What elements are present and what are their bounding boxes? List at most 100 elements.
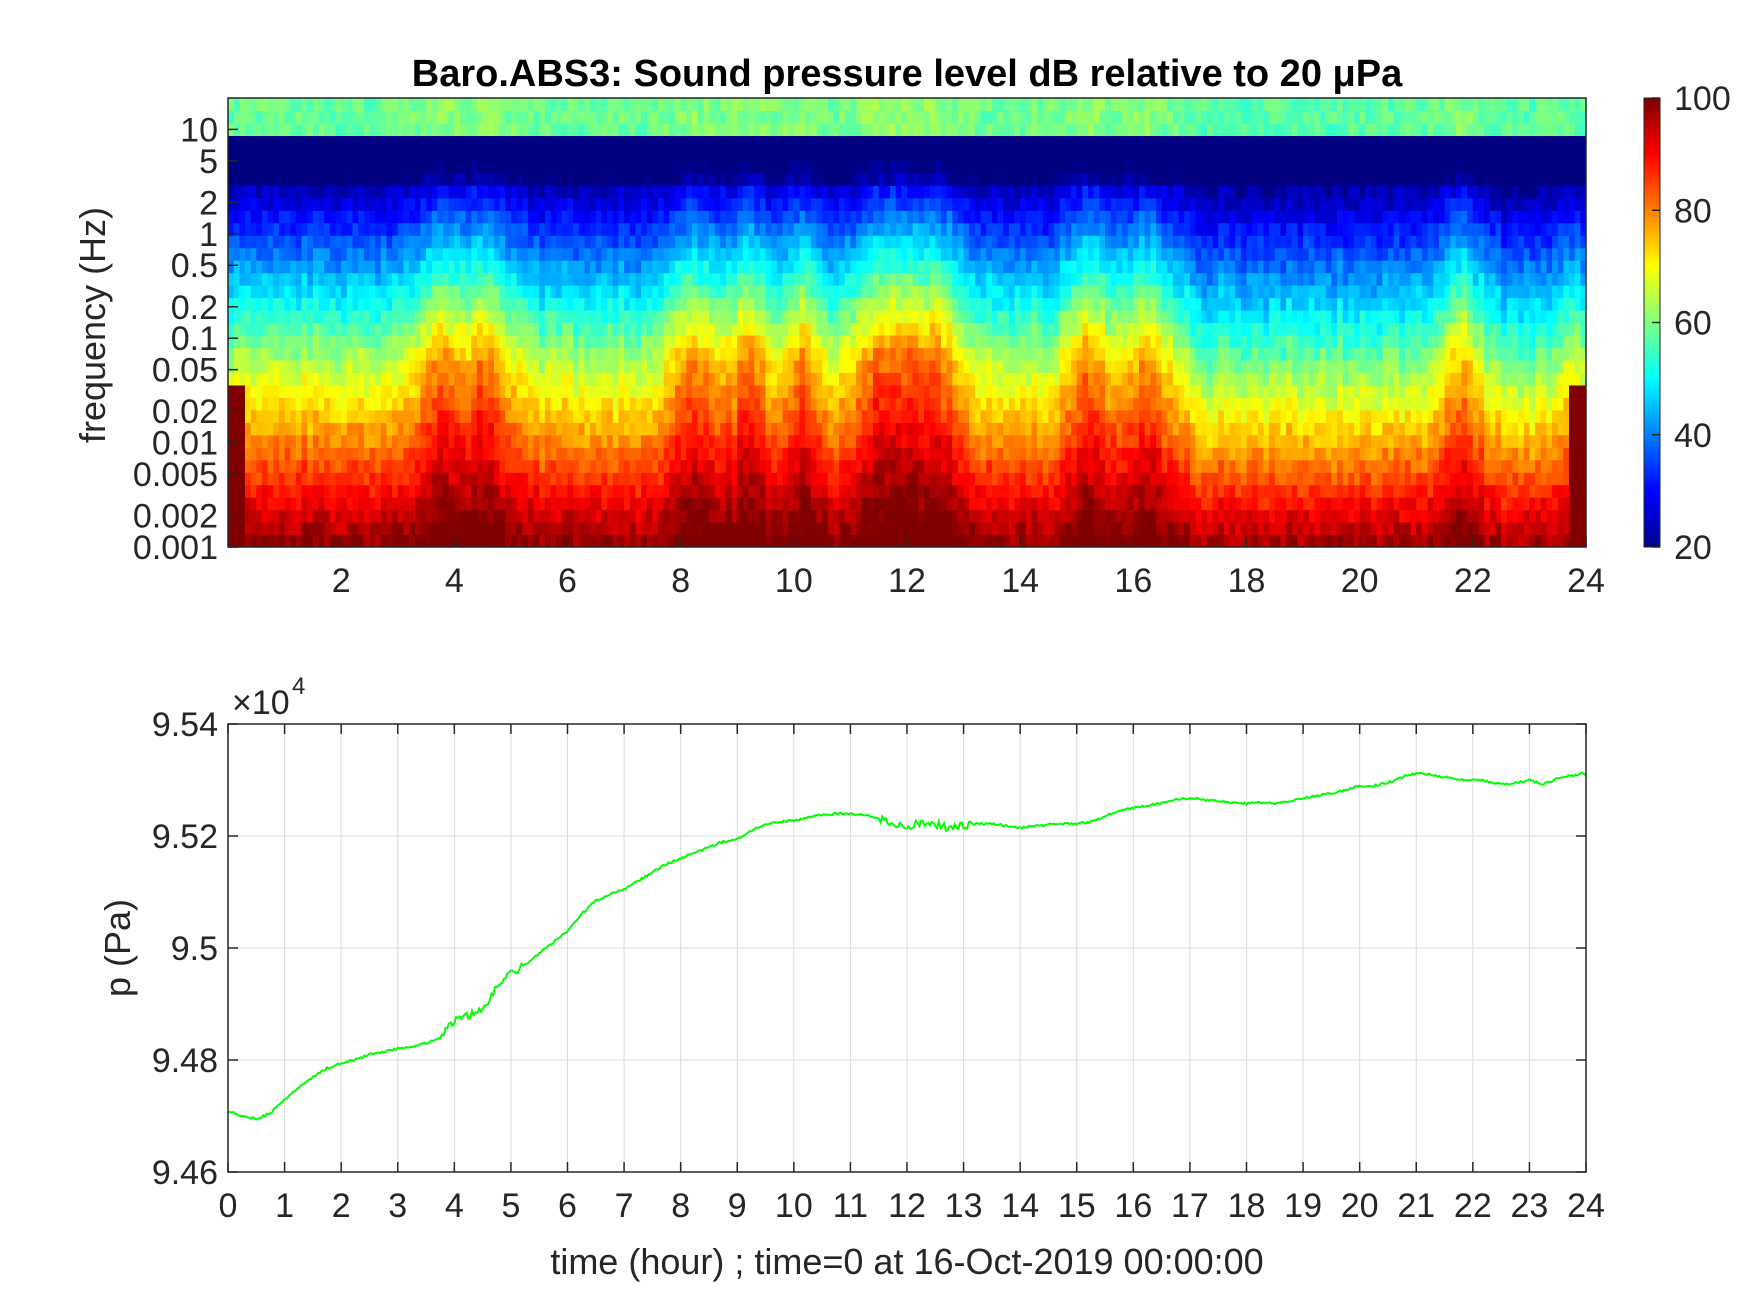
spectrogram-cell <box>312 434 320 448</box>
spectrogram-cell <box>499 447 506 461</box>
spectrogram-cell <box>516 197 523 211</box>
spectrogram-cell <box>697 359 704 373</box>
spectrogram-cell <box>844 422 852 436</box>
spectrogram-cell <box>940 522 948 536</box>
spectrogram-cell <box>861 372 868 386</box>
spectrogram-cell <box>318 459 325 473</box>
spectrogram-cell <box>708 122 716 137</box>
spectrogram-cell <box>663 397 670 411</box>
spectrogram-cell <box>233 334 240 349</box>
spectrogram-cell <box>759 260 767 274</box>
spectrogram-cell <box>471 135 478 149</box>
spectrogram-cell <box>624 434 631 448</box>
spectrogram-cell <box>969 372 976 386</box>
spectrogram-cell <box>346 122 354 137</box>
spectrogram-cell <box>284 509 291 523</box>
spectrogram-cell <box>867 447 874 461</box>
spectrogram-cell <box>658 434 665 448</box>
spectrogram-cell <box>556 172 563 186</box>
spectrogram-cell <box>358 210 365 224</box>
spectrogram-cell <box>986 260 993 274</box>
spectrogram-cell <box>335 160 342 174</box>
spectrogram-cell <box>228 397 235 411</box>
spectrogram-cell <box>278 459 286 473</box>
spectrogram-cell <box>765 210 772 224</box>
spectrogram-cell <box>448 472 455 486</box>
spectrogram-cell <box>980 235 987 249</box>
spectrogram-cell <box>290 409 297 423</box>
spectrogram-cell <box>884 210 891 224</box>
spectrogram-cell <box>782 359 789 373</box>
spectrogram-cell <box>556 160 563 174</box>
spectrogram-cell <box>375 459 382 473</box>
spectrogram-cell <box>957 397 965 411</box>
spectrogram-cell <box>454 372 461 386</box>
spectrogram-cell <box>675 347 682 361</box>
spectrogram-cell <box>437 247 444 261</box>
spectrogram-cell <box>952 272 959 286</box>
spectrogram-cell <box>895 472 902 486</box>
spectrogram-cell <box>278 434 286 448</box>
spectrogram-cell <box>612 235 620 249</box>
spectrogram-cell <box>844 534 852 547</box>
spectrogram-cell <box>488 160 495 174</box>
spectrogram-cell <box>912 147 919 161</box>
spectrogram-cell <box>409 297 416 311</box>
spectrogram-cell <box>612 122 620 137</box>
spectrogram-cell <box>539 472 546 486</box>
spectrogram-cell <box>918 185 925 199</box>
spectrogram-cell <box>669 260 676 274</box>
spectrogram-cell <box>273 272 280 286</box>
spectrogram-cell <box>720 459 727 473</box>
spectrogram-cell <box>567 185 574 199</box>
spectrogram-cell <box>595 522 603 536</box>
spectrogram-cell <box>284 322 291 336</box>
spectrogram-cell <box>844 372 852 386</box>
spectrogram-cell <box>878 509 885 523</box>
spectrogram-cell <box>765 135 772 149</box>
spectrogram-cell <box>759 147 767 161</box>
spectrogram-cell <box>426 334 433 349</box>
spectrogram-cell <box>652 459 659 473</box>
spectrogram-cell <box>935 297 942 311</box>
spectrogram-cell <box>493 384 501 398</box>
spectrogram-cell <box>369 422 376 436</box>
spectrogram-cell <box>267 409 274 423</box>
spectrogram-cell <box>969 434 976 448</box>
spectrogram-cell <box>952 459 959 473</box>
spectrogram-cell <box>420 260 427 274</box>
spectrogram-cell <box>307 172 314 186</box>
spectrogram-cell <box>867 472 874 486</box>
spectrogram-cell <box>635 222 642 236</box>
spectrogram-cell <box>488 534 495 547</box>
spectrogram-cell <box>426 359 433 373</box>
spectrogram-cell <box>686 472 693 486</box>
spectrogram-cell <box>720 359 727 373</box>
spectrogram-cell <box>697 135 704 149</box>
spectrogram-cell <box>459 322 467 336</box>
spectrogram-cell <box>505 110 512 124</box>
spectrogram-cell <box>822 497 829 511</box>
spectrogram-cell <box>731 509 738 523</box>
spectrogram-cell <box>923 235 931 249</box>
spectrogram-cell <box>550 372 557 386</box>
spectrogram-cell <box>873 384 880 398</box>
spectrogram-cell <box>369 222 376 236</box>
spectrogram-cell <box>844 172 852 186</box>
spectrogram-cell <box>890 472 897 486</box>
spectrogram-cell <box>878 235 885 249</box>
spectrogram-cell <box>793 147 801 161</box>
spectrogram-cell <box>708 110 716 124</box>
spectrogram-cell <box>663 522 670 536</box>
spectrogram-cell <box>533 272 540 286</box>
spectrogram-cell <box>731 434 738 448</box>
spectrogram-cell <box>244 222 252 236</box>
spectrogram-cell <box>963 334 970 349</box>
spectrogram-cell <box>465 484 472 498</box>
spectrogram-cell <box>618 147 625 161</box>
spectrogram-cell <box>471 334 478 349</box>
spectrogram-cell <box>1003 497 1010 511</box>
spectrogram-cell <box>782 409 789 423</box>
spectrogram-cell <box>669 334 676 349</box>
spectrogram-cell <box>827 322 835 336</box>
